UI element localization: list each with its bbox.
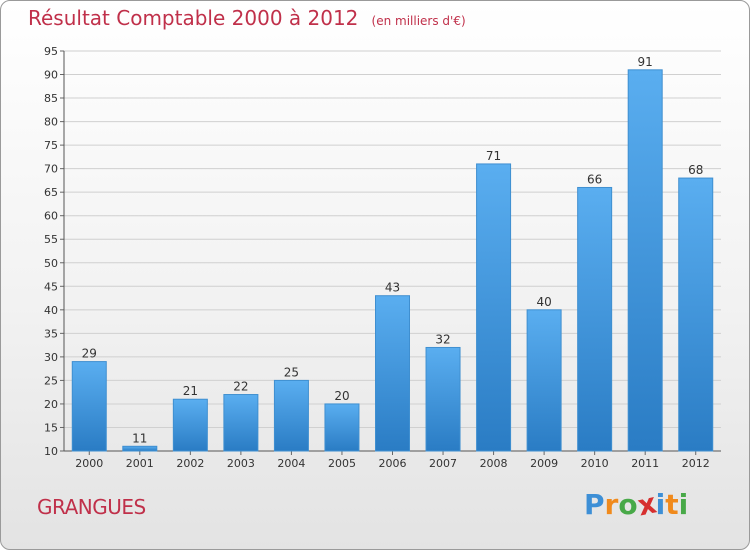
bar-2005 [324,403,360,452]
value-label-2002: 21 [183,384,198,398]
x-tick-label-2003: 2003 [227,457,255,470]
value-label-2009: 40 [536,295,551,309]
x-tick-label-2010: 2010 [581,457,609,470]
y-tick-label: 65 [44,186,58,199]
logo-letter: P [584,488,605,521]
value-label-2000: 29 [82,347,97,361]
value-label-2003: 22 [233,380,248,394]
x-tick-label-2001: 2001 [126,457,154,470]
y-tick-label: 10 [44,445,58,458]
chart-title: Résultat Comptable 2000 à 2012 [28,6,359,30]
x-tick-label-2000: 2000 [75,457,103,470]
y-tick-label: 70 [44,163,58,176]
y-tick-label: 55 [44,233,58,246]
bar-2002 [172,398,208,452]
bars [71,69,714,452]
value-label-2011: 91 [638,55,653,69]
chart-unit: (en milliers d'€) [371,14,466,28]
commune-name: GRANGUES [37,495,146,519]
y-tick-label: 15 [44,421,58,434]
value-label-2010: 66 [587,172,602,186]
value-label-2008: 71 [486,149,501,163]
y-tick-label: 40 [44,304,58,317]
y-tick-label: 75 [44,139,58,152]
value-label-2007: 32 [435,332,450,346]
logo-letter: i [655,488,666,521]
bar-2000 [71,361,107,452]
x-tick-label-2008: 2008 [480,457,508,470]
bar-2004 [273,379,309,452]
x-tick-label-2004: 2004 [277,457,305,470]
x-tick-label-2006: 2006 [379,457,407,470]
x-tick-label-2012: 2012 [682,457,710,470]
y-tick-label: 80 [44,116,58,129]
bar-2008 [476,163,512,452]
logo-letter: i [678,488,689,521]
y-tick-label: 60 [44,210,58,223]
y-tick-label: 35 [44,327,58,340]
bar-2012 [678,177,714,452]
value-label-2005: 20 [334,389,349,403]
bar-2006 [375,295,410,452]
y-tick-label: 30 [44,351,58,364]
y-tick-label: 20 [44,398,58,411]
value-label-2012: 68 [688,163,703,177]
bar-2001 [122,445,158,452]
value-label-2006: 43 [385,281,400,295]
y-tick-label: 85 [44,92,58,105]
bar-2003 [223,394,259,452]
bar-2011 [627,69,663,452]
value-label-2004: 25 [284,365,299,379]
proxiti-logo: Proxiti [584,486,689,522]
labels: 29 2000 11 2001 21 2002 22 2003 25 2004 20 2005 43 20… [75,55,709,470]
bar-2010 [577,186,613,452]
bar-2009 [526,309,562,452]
logo-letter: r [604,488,619,521]
y-tick-label: 25 [44,374,58,387]
x-tick-label-2005: 2005 [328,457,356,470]
y-tick-label: 45 [44,280,58,293]
y-tick-label: 95 [44,45,58,58]
y-tick-label: 50 [44,257,58,270]
x-tick-label-2011: 2011 [631,457,659,470]
y-tick-label: 90 [44,69,58,82]
x-tick-label-2007: 2007 [429,457,457,470]
value-label-2001: 11 [132,431,147,445]
logo-letter: t [665,488,679,521]
x-tick-label-2009: 2009 [530,457,558,470]
logo-letter: o [618,488,638,521]
chart-title-group: Résultat Comptable 2000 à 2012 (en milli… [28,6,466,30]
x-tick-label-2002: 2002 [176,457,204,470]
bar-2007 [425,346,461,452]
